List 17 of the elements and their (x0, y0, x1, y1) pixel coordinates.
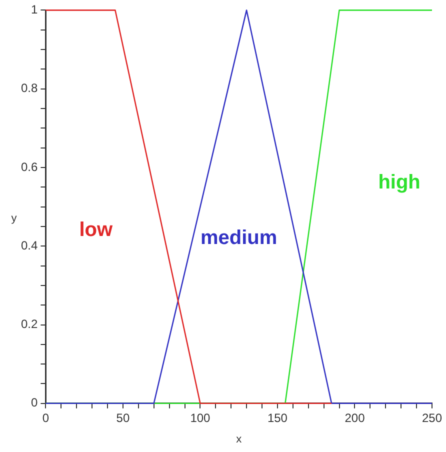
x-tick-label: 200 (344, 410, 366, 425)
x-tick-label: 150 (267, 410, 288, 425)
y-tick-label: 0.6 (20, 160, 38, 174)
y-axis-title: y (11, 212, 18, 225)
y-tick-label: 0 (30, 396, 38, 410)
x-axis-title: x (236, 433, 242, 446)
y-tick-label: 0.2 (20, 317, 38, 332)
y-tick-label: 1 (30, 2, 38, 17)
text: high (378, 172, 420, 194)
x-tick-label: 50 (116, 410, 130, 425)
x-tick-label: 100 (190, 410, 211, 425)
y-tick-label: 0.4 (20, 238, 38, 252)
x-tick-label: 0 (42, 410, 50, 425)
y-tick-label: 0.8 (20, 81, 38, 96)
series-label: medium (200, 226, 278, 249)
x-tick-label: 250 (422, 410, 442, 425)
text: low (79, 218, 114, 241)
